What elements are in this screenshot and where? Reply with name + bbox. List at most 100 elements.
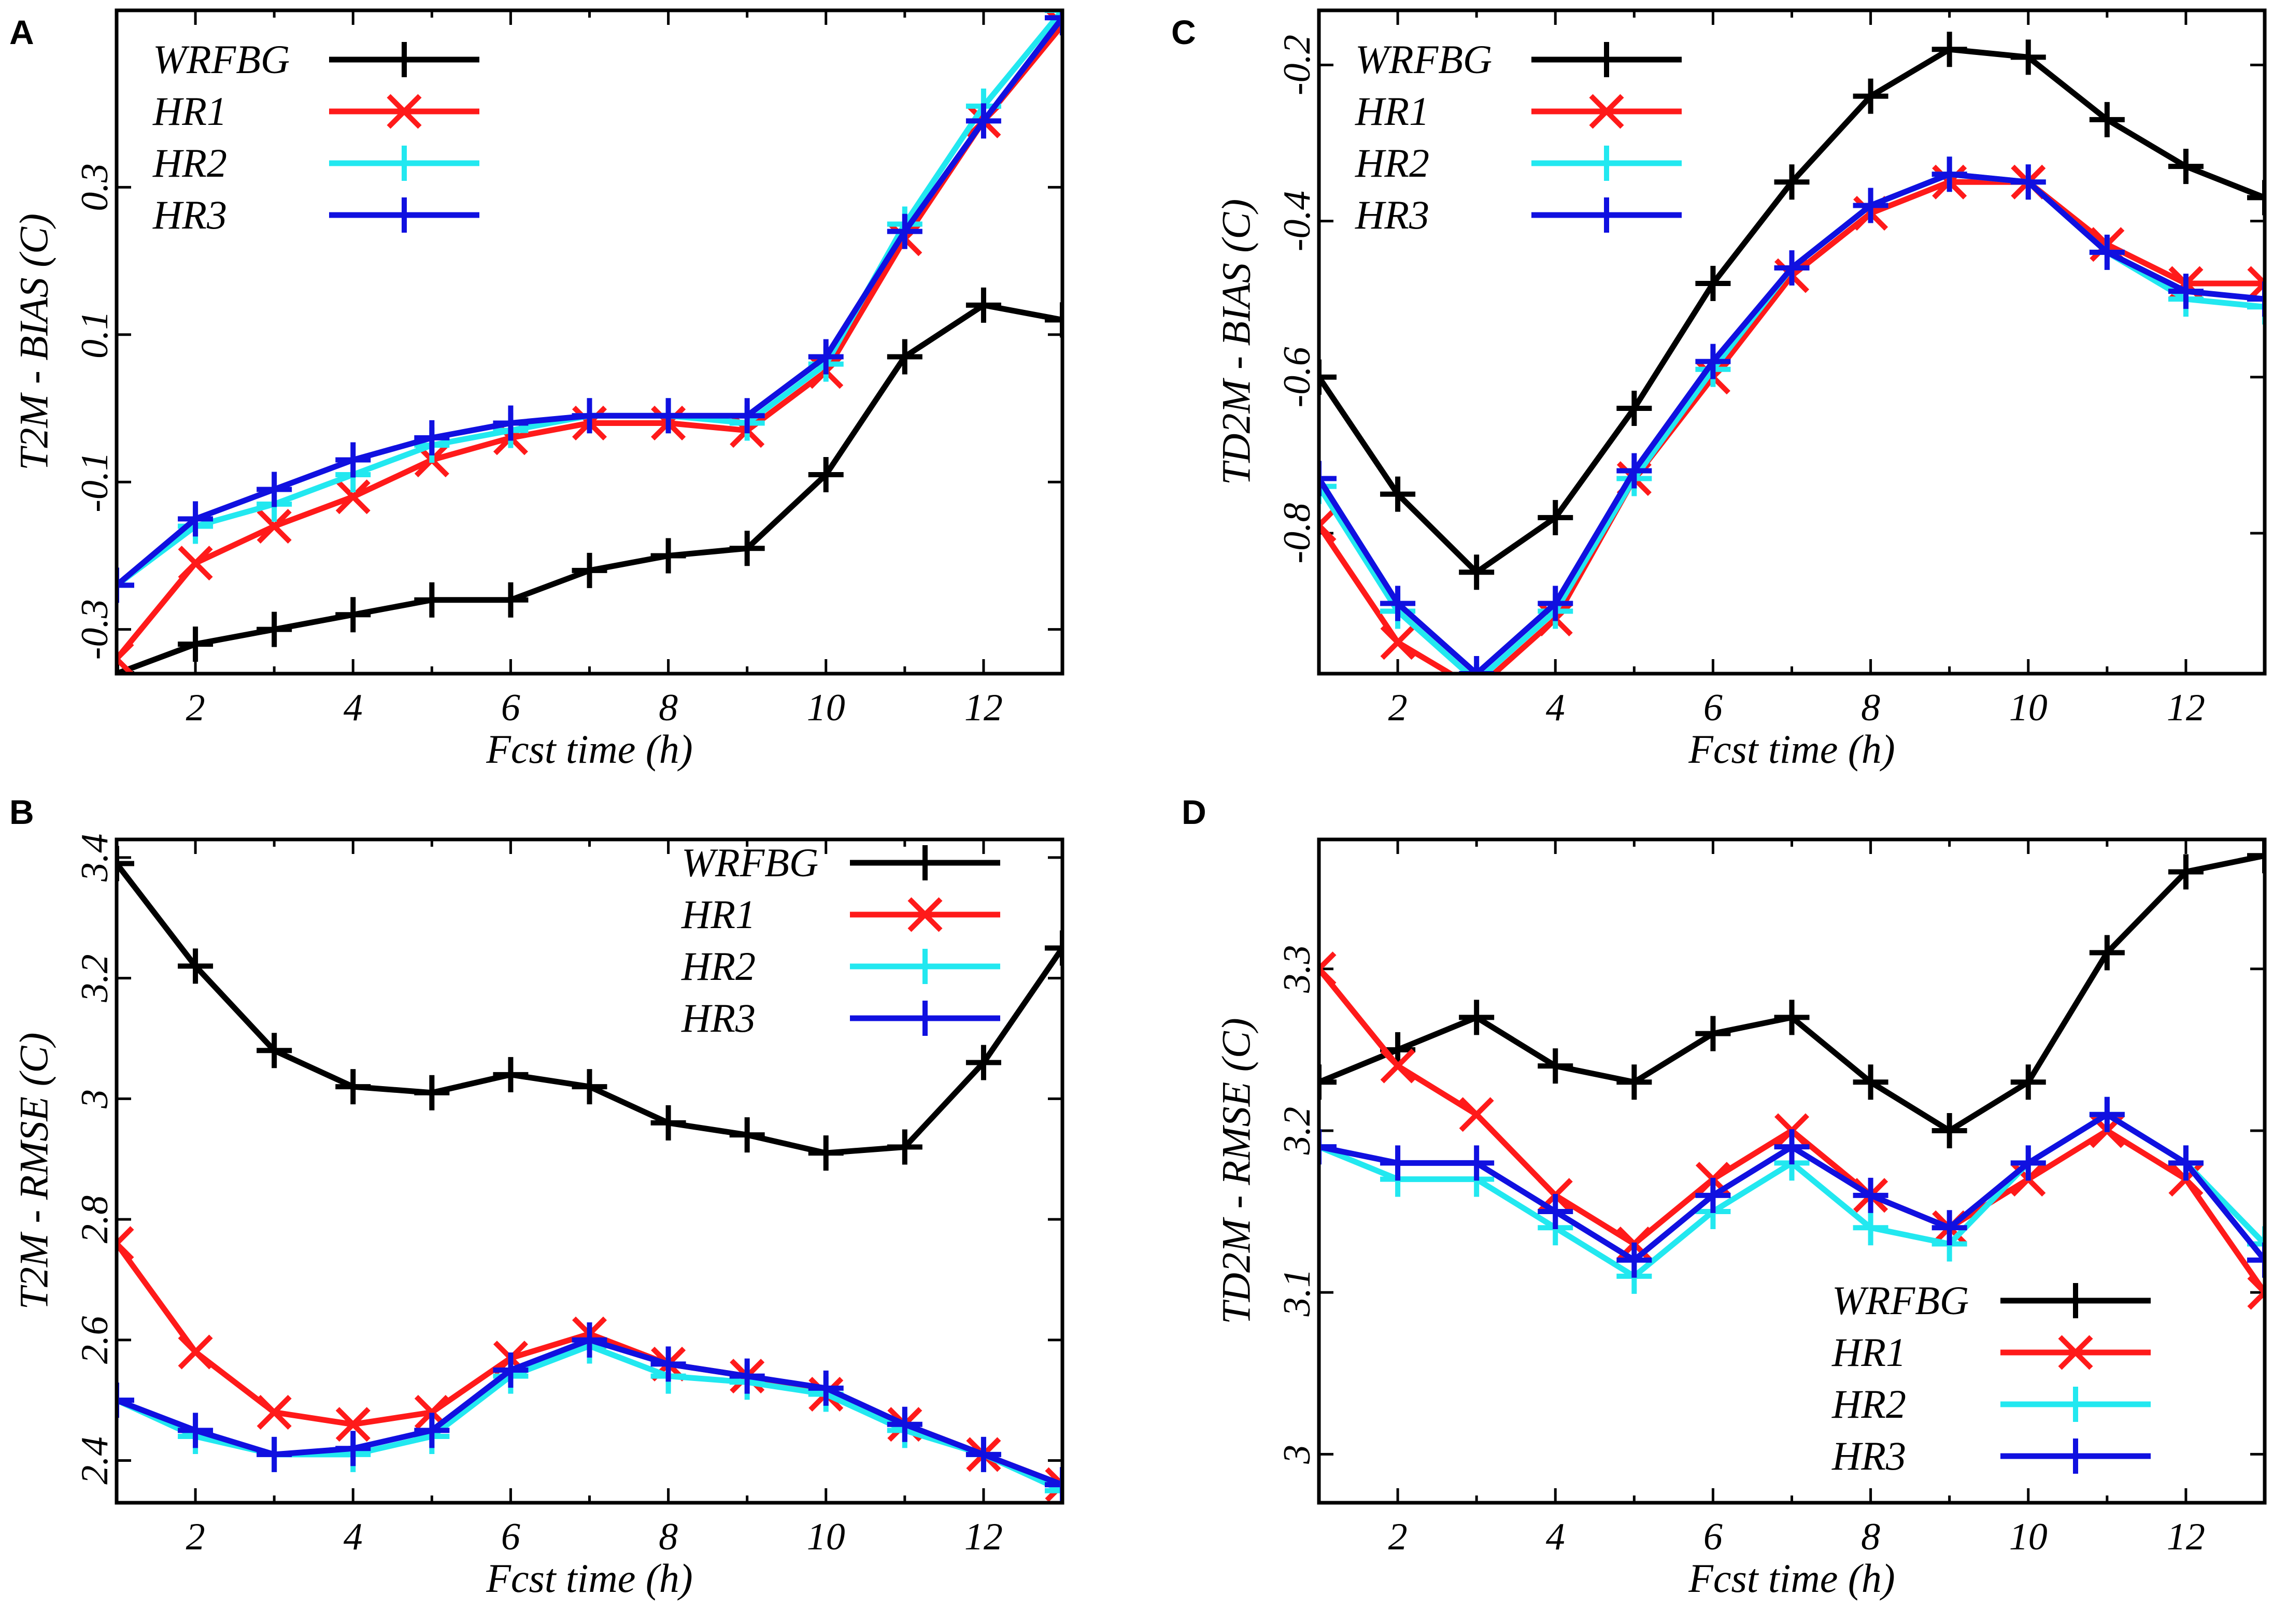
x-tick-label: 12 [2167,1516,2205,1558]
marker-stroke [1319,521,1337,543]
series-hr1 [117,1226,1062,1502]
data-point-hr3 [2089,1096,2125,1132]
data-point-hr1 [335,479,371,515]
legend-swatch-marker [907,897,943,932]
y-tick-label: 3.3 [1276,945,1318,994]
x-tick-label: 6 [501,687,520,729]
series-hr2 [1319,1096,2265,1294]
data-point-hr3 [650,398,686,434]
legend-label: HR1 [152,89,227,134]
data-point-hr3 [1931,156,1967,192]
data-point-wrfbg [1931,1113,1967,1148]
data-point-wrfbg [2089,935,2125,971]
marker-stroke [1319,951,1337,973]
x-tick-label: 4 [1546,687,1565,729]
data-point-hr1 [1319,508,1337,543]
marker-stroke [335,479,371,515]
y-tick-label: 0.3 [74,163,116,211]
marker-stroke [117,1240,134,1261]
legend-item-hr1: HR1 [681,892,1000,937]
data-point-wrfbg [1931,32,1967,67]
data-point-wrfbg [2010,1064,2046,1100]
marker-stroke [414,1394,449,1430]
y-axis-ticks: -0.8 -0.6 -0.4 -0.2 [1276,35,2265,564]
y-axis-title: T2M - BIAS (C) [11,213,56,471]
y-tick-label: 0.1 [74,311,116,359]
marker-stroke [1045,10,1062,29]
data-point-hr3 [1380,1145,1416,1181]
y-axis-ticks: 3 3.1 3.2 3.3 [1276,945,2265,1464]
data-point-hr3 [572,1322,607,1358]
x-tick-label: 6 [1703,1516,1723,1558]
plot-frame [1317,837,2267,1505]
data-point-hr3 [2089,234,2125,270]
data-point-wrfbg [808,457,844,492]
marker-stroke [335,1407,371,1442]
marker-stroke [117,1226,134,1247]
legend-item-hr1: HR1 [1831,1330,2151,1375]
series-wrfbg [117,846,1062,1171]
y-tick-label: 3 [74,1089,116,1109]
data-point-hr1 [1461,672,1493,674]
data-point-wrfbg [257,611,292,647]
data-point-hr3 [335,442,371,478]
data-point-wrfbg [1616,1064,1652,1100]
data-point-hr3 [117,567,134,603]
legend-label: HR2 [681,944,756,989]
legend-swatch-marker [2058,1335,2093,1370]
marker-stroke [1380,1048,1415,1084]
legend-swatch-marker [2058,1283,2093,1318]
y-tick-label: -0.6 [1276,347,1318,407]
legend-item-hr3: HR3 [681,995,1000,1041]
data-point-hr3 [1853,188,1888,223]
x-tick-label: 6 [1703,687,1723,729]
series-line-hr2 [117,1343,1062,1493]
legend-swatch-marker [387,197,422,233]
data-point-wrfbg [1695,266,1731,302]
x-tick-label: 6 [501,1516,520,1558]
data-point-wrfbg [1538,1048,1573,1084]
x-tick-label: 4 [1546,1516,1565,1558]
data-point-wrfbg [257,1033,292,1069]
x-tick-label: 12 [964,1516,1003,1558]
panel-label: A [9,13,34,51]
legend-label: WRFBG [681,840,818,885]
data-point-wrfbg [178,948,214,984]
y-tick-label: 3.2 [74,954,116,1003]
data-point-wrfbg [1380,476,1416,512]
legend-item-hr1: HR1 [1355,89,1682,134]
data-point-hr3 [1616,453,1652,489]
legend-swatch-marker [387,94,422,129]
data-point-wrfbg [493,1057,529,1092]
plot-frame [115,8,1064,676]
data-point-hr3 [808,1370,844,1406]
data-point-wrfbg [1616,391,1652,426]
y-tick-label: 3.2 [1276,1107,1318,1156]
x-tick-label: 12 [2167,687,2205,729]
legend-item-wrfbg: WRFBG [681,840,1000,885]
data-point-hr3 [178,501,214,537]
legend-item-wrfbg: WRFBG [153,37,479,82]
marker-stroke [1461,672,1465,674]
data-point-hr3 [1931,1210,1967,1246]
data-point-hr3 [257,472,292,507]
legend-item-hr1: HR1 [152,89,479,134]
data-point-hr3 [1459,656,1495,674]
data-point-hr1 [2247,1275,2265,1310]
legend-swatch-marker [907,845,943,880]
data-point-wrfbg [1319,359,1337,395]
chart-panel-c: C 2 4 6 8 10 12 -0.8 -0.6 -0.4 -0.2 Fcst time (h) TD… [1171,8,2267,772]
marker-stroke [117,642,134,663]
data-point-hr1 [1380,1048,1415,1084]
data-point-hr1 [2247,266,2265,301]
data-point-hr1 [1380,625,1415,660]
data-point-wrfbg [2089,102,2125,137]
data-point-wrfbg [650,538,686,574]
legend-item-hr2: HR2 [1831,1381,2151,1427]
legend-label: WRFBG [1832,1278,1969,1323]
legend-item-hr2: HR2 [152,140,479,186]
data-point-wrfbg [1045,930,1062,966]
data-point-hr3 [2247,281,2265,317]
marker-stroke [1319,965,1337,987]
